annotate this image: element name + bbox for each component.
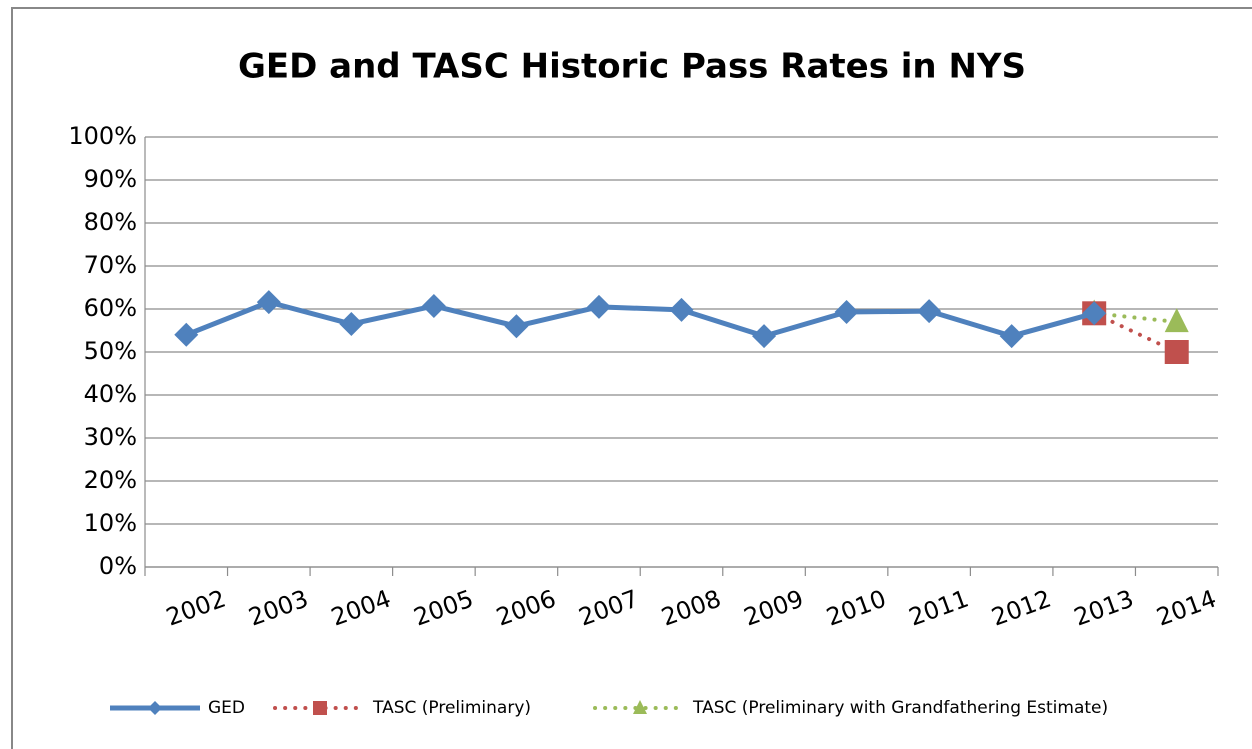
chart-title: GED and TASC Historic Pass Rates in NYS [238,47,1026,87]
legend-label: TASC (Preliminary with Grandfathering Es… [692,698,1108,718]
y-tick-label: 100% [68,122,137,150]
y-tick-label: 0% [99,552,137,580]
y-tick-label: 20% [84,466,137,494]
marker [1082,301,1107,326]
y-tick-label: 10% [84,509,137,537]
marker [669,297,694,322]
y-tick-label: 90% [84,165,137,193]
marker [504,314,529,339]
marker [999,324,1024,349]
y-tick-label: 40% [84,380,137,408]
chart-frame [11,7,1252,749]
marker [1164,308,1189,333]
y-tick-label: 50% [84,337,137,365]
y-tick-label: 60% [84,294,137,322]
y-tick-label: 70% [84,251,137,279]
y-tick-label: 80% [84,208,137,236]
marker [586,294,611,319]
marker [256,290,281,315]
marker [917,299,942,324]
series-line [185,299,1095,339]
marker [313,701,327,715]
marker [421,293,446,318]
marker [174,322,199,347]
legend-label: TASC (Preliminary) [372,698,531,718]
series-line [1092,311,1179,324]
marker [1164,340,1189,364]
y-tick-label: 30% [84,423,137,451]
legend-label: GED [208,698,245,718]
marker [339,312,364,337]
marker [633,699,647,714]
marker [148,701,162,715]
marker [834,300,859,325]
marker [752,324,777,349]
